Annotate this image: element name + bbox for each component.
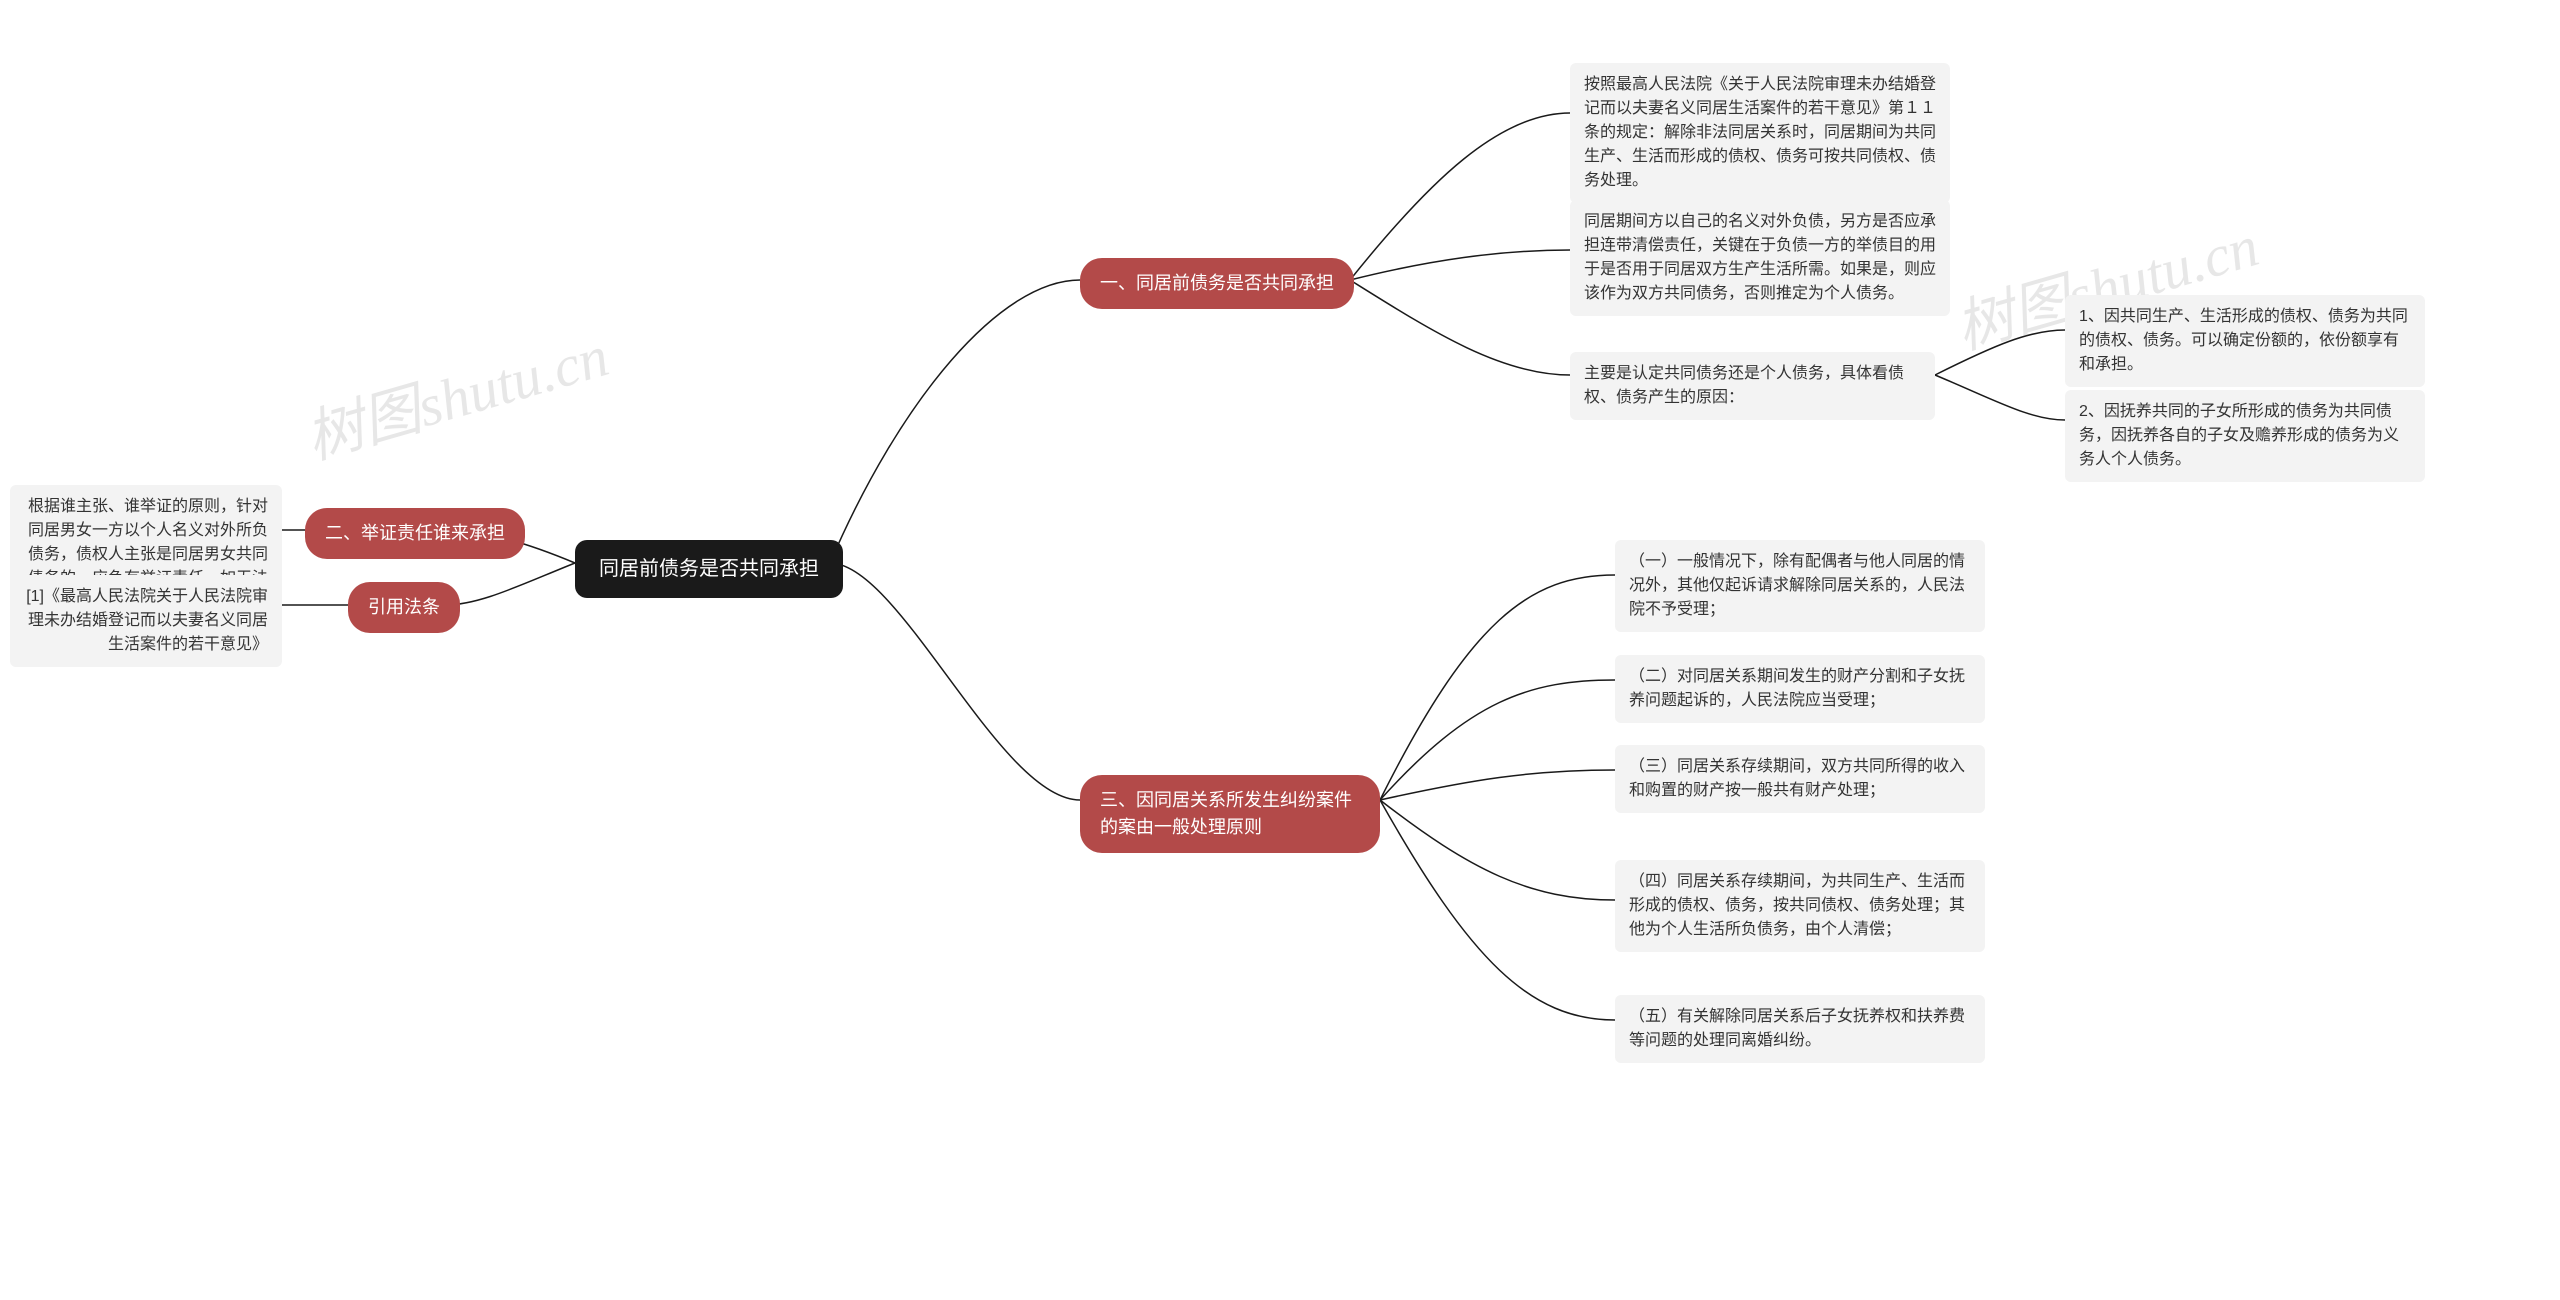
leaf-b3-2: （二）对同居关系期间发生的财产分割和子女抚养问题起诉的，人民法院应当受理；: [1615, 655, 1985, 723]
leaf-b3-3: （三）同居关系存续期间，双方共同所得的收入和购置的财产按一般共有财产处理；: [1615, 745, 1985, 813]
leaf-b3-4: （四）同居关系存续期间，为共同生产、生活而形成的债权、债务，按共同债权、债务处理…: [1615, 860, 1985, 952]
leaf-b1-3-sub1: 1、因共同生产、生活形成的债权、债务为共同的债权、债务。可以确定份额的，依份额享…: [2065, 295, 2425, 387]
leaf-b1-3-sub2: 2、因抚养共同的子女所形成的债务为共同债务，因抚养各自的子女及赡养形成的债务为义…: [2065, 390, 2425, 482]
leaf-b1-3: 主要是认定共同债务还是个人债务，具体看债权、债务产生的原因：: [1570, 352, 1935, 420]
branch-4: 引用法条: [348, 582, 460, 633]
leaf-b1-2: 同居期间方以自己的名义对外负债，另方是否应承担连带清偿责任，关键在于负债一方的举…: [1570, 200, 1950, 316]
leaf-b3-5: （五）有关解除同居关系后子女抚养权和扶养费等问题的处理同离婚纠纷。: [1615, 995, 1985, 1063]
leaf-b1-1: 按照最高人民法院《关于人民法院审理未办结婚登记而以夫妻名义同居生活案件的若干意见…: [1570, 63, 1950, 203]
leaf-b3-1: （一）一般情况下，除有配偶者与他人同居的情况外，其他仅起诉请求解除同居关系的，人…: [1615, 540, 1985, 632]
watermark: 树图shutu.cn: [294, 309, 616, 475]
leaf-b4-1: [1]《最高人民法院关于人民法院审理未办结婚登记而以夫妻名义同居生活案件的若干意…: [10, 575, 282, 667]
root-node: 同居前债务是否共同承担: [575, 540, 843, 598]
connector-lines: [0, 0, 2560, 1300]
branch-1: 一、同居前债务是否共同承担: [1080, 258, 1354, 309]
branch-3: 三、因同居关系所发生纠纷案件的案由一般处理原则: [1080, 775, 1380, 853]
branch-2: 二、举证责任谁来承担: [305, 508, 525, 559]
